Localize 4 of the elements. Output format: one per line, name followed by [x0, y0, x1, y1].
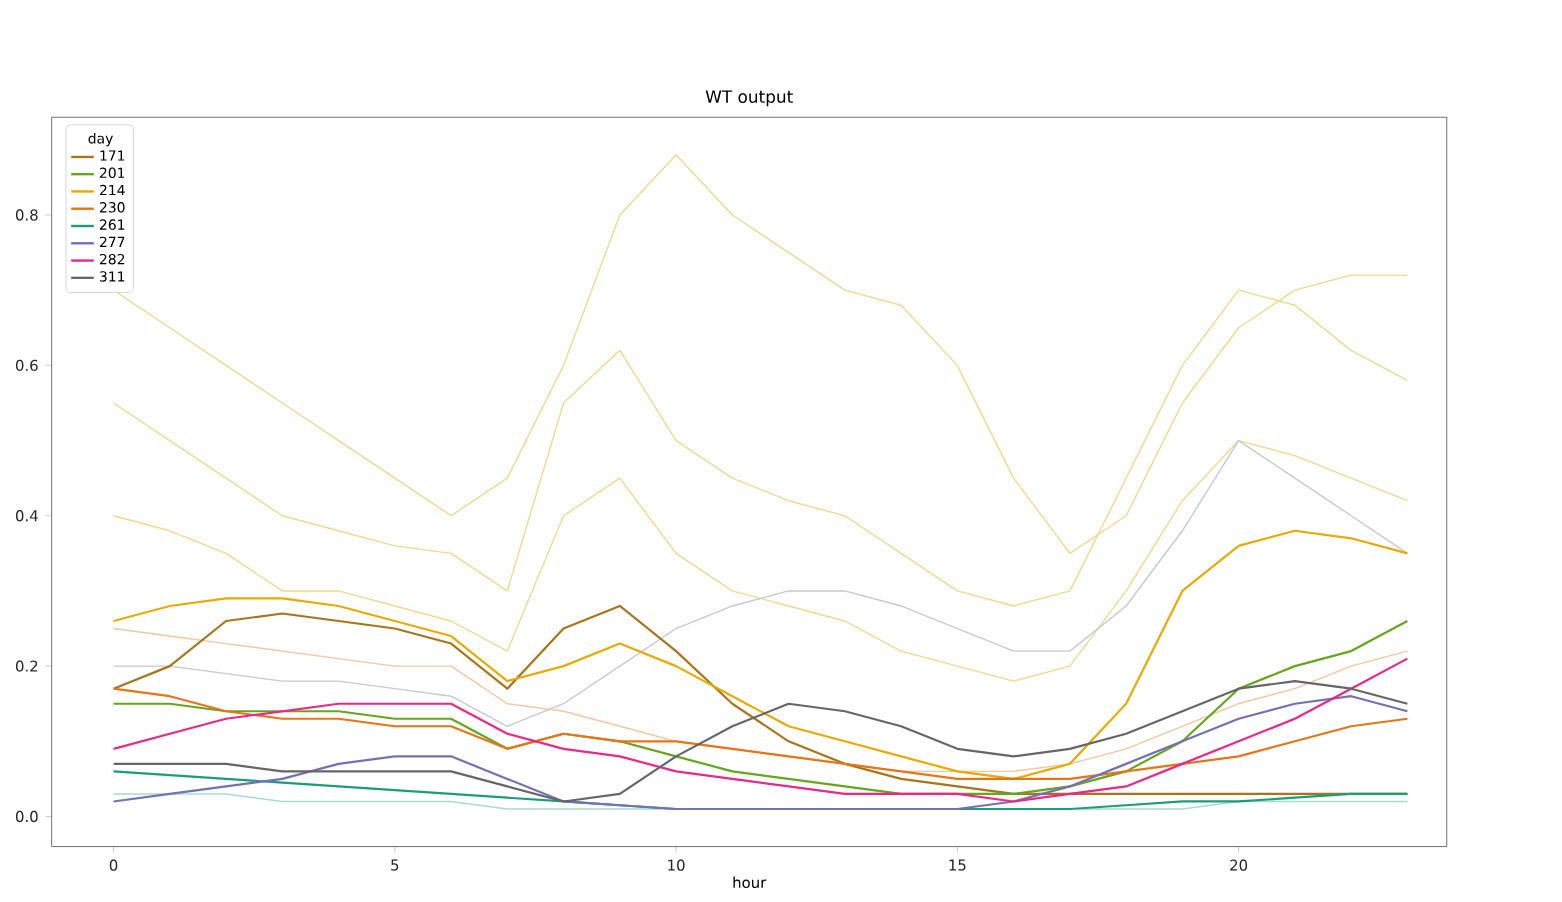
chart-title: WT output — [705, 90, 793, 107]
line-series — [112, 529, 1409, 780]
line-series — [112, 439, 1409, 682]
line-series — [112, 439, 1409, 727]
